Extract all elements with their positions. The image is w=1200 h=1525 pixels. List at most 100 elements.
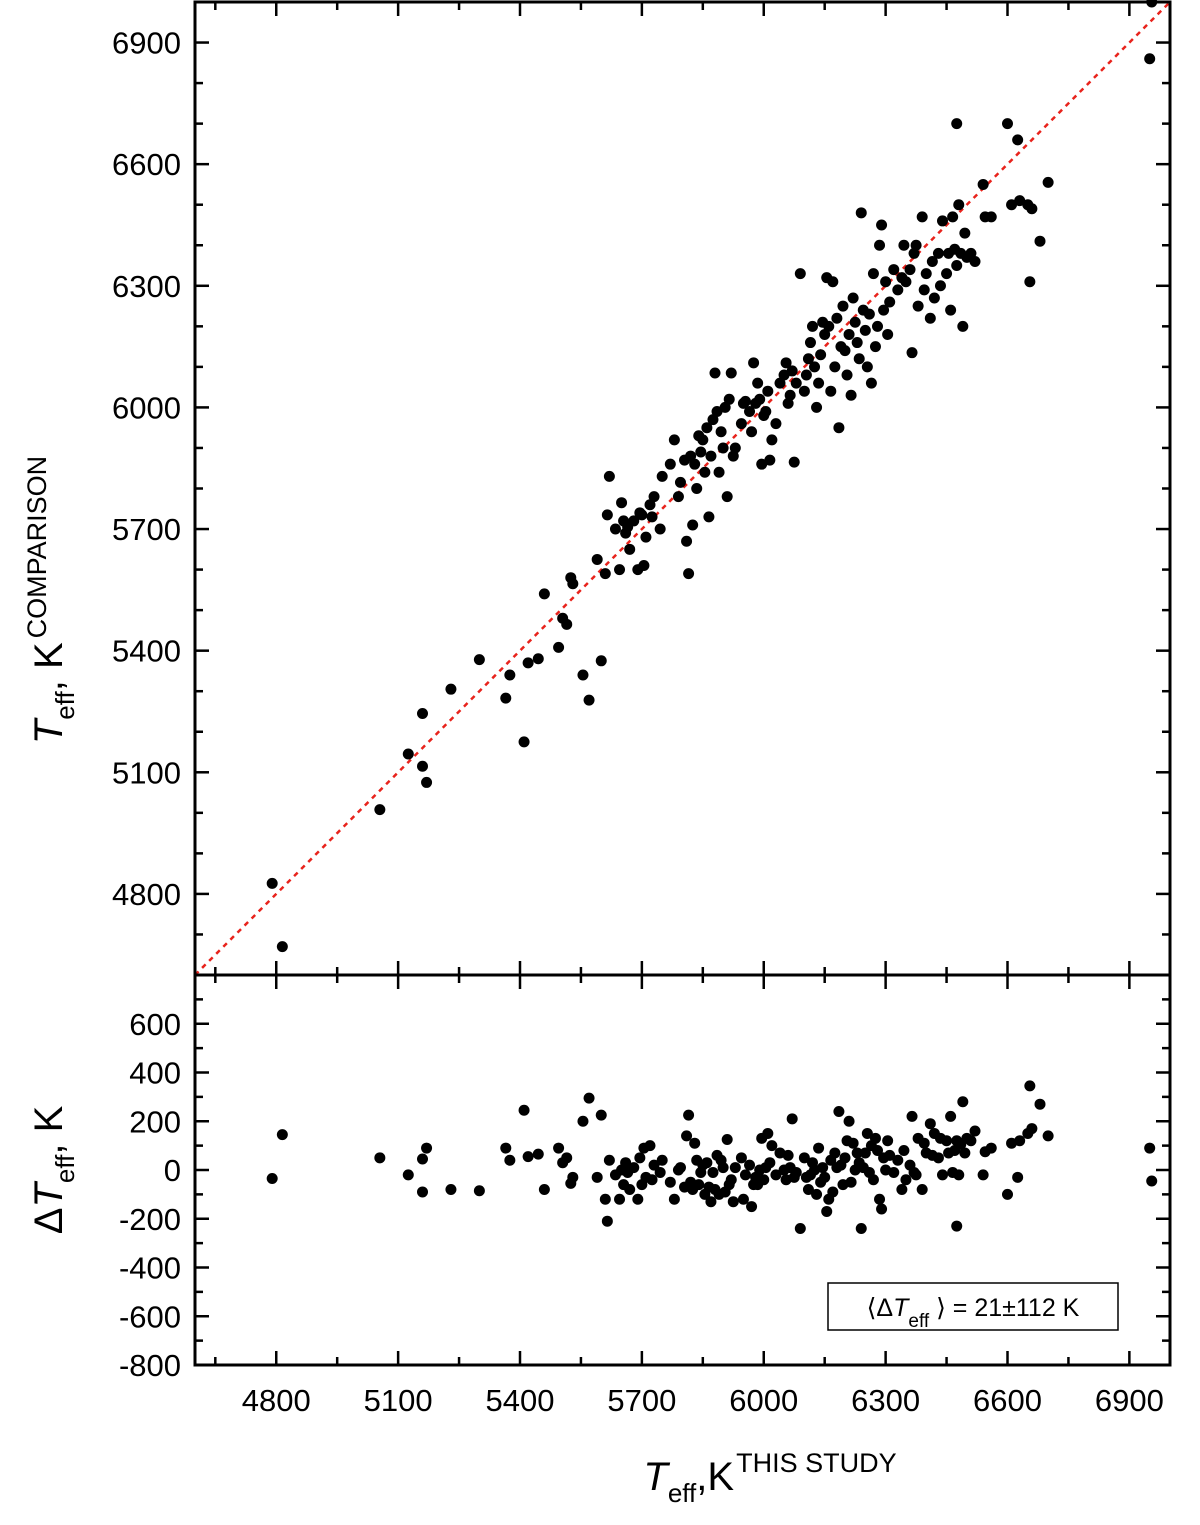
data-point (924, 1118, 936, 1130)
data-point (538, 588, 550, 600)
data-point (845, 1176, 857, 1188)
data-point (687, 519, 699, 531)
data-point (532, 1148, 544, 1160)
data-point (717, 442, 729, 454)
data-point (874, 1193, 886, 1205)
data-point (561, 618, 573, 630)
data-point (811, 1188, 823, 1200)
data-point (859, 324, 871, 336)
data-point (953, 1169, 965, 1181)
data-point (417, 708, 428, 720)
data-point (906, 1110, 918, 1122)
data-point (985, 1142, 997, 1154)
data-point (811, 401, 823, 413)
data-point (276, 1129, 288, 1141)
data-point (813, 377, 825, 389)
data-point (872, 320, 883, 332)
data-point (786, 1113, 798, 1125)
data-point (689, 458, 701, 470)
data-point (707, 1166, 719, 1178)
data-point (644, 499, 656, 511)
data-point (827, 276, 839, 288)
data-point (823, 320, 835, 332)
data-point (869, 1132, 881, 1144)
x-tick-label: 6600 (973, 1383, 1042, 1418)
data-point (707, 414, 719, 426)
data-point (906, 347, 918, 359)
data-point (1002, 118, 1013, 130)
data-point (932, 247, 944, 259)
data-point (774, 377, 786, 389)
data-point (778, 369, 790, 381)
data-point (603, 1154, 615, 1166)
bottom-panel-tick-labels: -800 -600 -400 -200 0 200 400 600 4800 5100 5400 57… (119, 1007, 1164, 1418)
data-point (843, 328, 855, 340)
data-point (819, 328, 831, 340)
data-point (723, 393, 735, 405)
data-point (601, 1215, 613, 1227)
bottom-panel-points (266, 1080, 1158, 1234)
top-panel-ticks (195, 2, 1170, 975)
data-point (794, 1223, 806, 1234)
data-point (853, 353, 865, 365)
data-point (815, 349, 827, 361)
data-point (1026, 203, 1038, 215)
data-point (674, 1162, 686, 1174)
stat-open: ⟨Δ (867, 1294, 893, 1322)
data-point (739, 395, 751, 407)
data-point (746, 426, 758, 438)
data-point (855, 207, 867, 219)
data-point (739, 1169, 751, 1181)
data-point (725, 1174, 737, 1186)
data-point (567, 1171, 579, 1183)
data-point (701, 1157, 713, 1169)
data-point (648, 1159, 660, 1171)
data-point (876, 1203, 888, 1215)
data-point (646, 511, 658, 523)
data-point (932, 1152, 944, 1164)
data-point (900, 1174, 912, 1186)
data-point (833, 1106, 845, 1117)
data-point (685, 450, 697, 462)
data-point (798, 1152, 810, 1164)
data-point (717, 1162, 729, 1174)
data-point (691, 483, 703, 494)
data-point (920, 268, 932, 280)
data-point (851, 1147, 863, 1159)
data-point (969, 1125, 981, 1137)
data-point (817, 1162, 829, 1174)
data-point (721, 1134, 733, 1146)
data-point (668, 434, 680, 446)
data-point (867, 1174, 879, 1186)
data-point (766, 1140, 778, 1152)
data-point (518, 736, 530, 748)
data-point (1042, 1130, 1054, 1142)
data-point (878, 304, 890, 316)
data-point (869, 341, 881, 353)
data-point (634, 1152, 646, 1164)
data-point (614, 564, 626, 576)
bottom-y-axis-title: ΔTeff, K (27, 1105, 80, 1234)
data-point (900, 276, 912, 288)
data-point (786, 365, 798, 377)
data-point (977, 178, 989, 190)
data-point (276, 941, 288, 953)
y-tick-label: 6600 (112, 147, 181, 182)
data-point (603, 470, 615, 482)
data-point (695, 446, 707, 458)
data-point (1012, 1171, 1024, 1183)
y-tick-label: 600 (129, 1007, 181, 1042)
data-point (1006, 199, 1018, 211)
data-point (628, 1162, 640, 1174)
data-point (882, 328, 894, 340)
data-point (683, 1109, 695, 1121)
data-point (977, 1169, 989, 1181)
data-point (683, 568, 695, 580)
data-point (762, 1127, 774, 1139)
top-panel-points (266, 0, 1158, 953)
data-point (583, 694, 595, 706)
data-point (790, 1166, 802, 1178)
data-point (833, 422, 845, 434)
data-point (849, 316, 861, 328)
y-tick-label: -200 (119, 1202, 181, 1237)
